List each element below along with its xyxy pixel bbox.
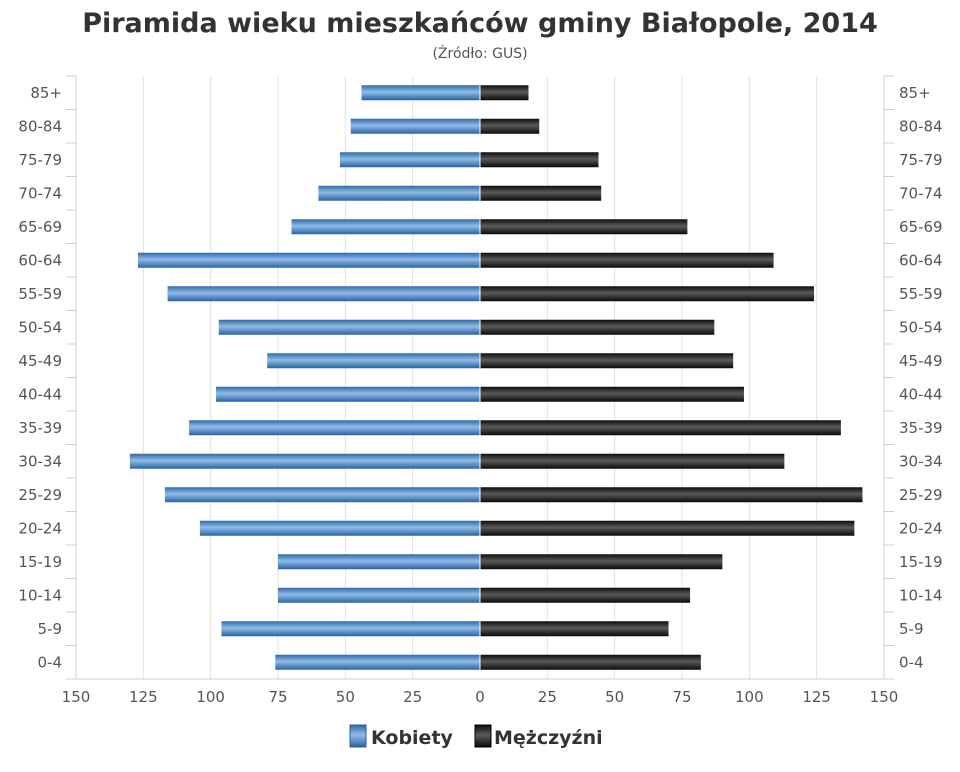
bar-men[interactable] [480,353,734,369]
category-label-left: 50-54 [18,318,62,336]
bar-men[interactable] [480,654,701,670]
x-tick-label: 150 [62,688,91,706]
category-label-left: 55-59 [18,285,62,303]
bar-women[interactable] [318,185,480,201]
category-label-right: 40-44 [899,385,943,403]
bar-women[interactable] [167,286,480,302]
x-tick-label: 25 [403,688,422,706]
x-tick-label: 150 [870,688,899,706]
x-tick-label: 125 [802,688,831,706]
bar-men[interactable] [480,621,669,637]
bar-men[interactable] [480,520,855,536]
category-label-left: 85+ [30,84,62,102]
chart-title: Piramida wieku mieszkańców gminy Białopo… [82,8,878,39]
category-label-left: 25-29 [18,486,62,504]
bar-men[interactable] [480,487,863,503]
category-label-left: 15-19 [18,553,62,571]
legend-swatch-men[interactable] [474,724,492,748]
legend[interactable]: Kobiety Mężczyźni [349,724,603,749]
bar-women[interactable] [291,219,480,235]
bar-women[interactable] [221,621,480,637]
category-label-right: 55-59 [899,285,943,303]
category-label-left: 10-14 [18,586,62,604]
bar-women[interactable] [350,118,480,134]
bar-women[interactable] [129,453,480,469]
chart-subtitle: (Źródło: GUS) [432,44,527,62]
x-tick-label: 0 [475,688,485,706]
category-label-left: 5-9 [38,620,63,638]
bar-women[interactable] [339,152,480,168]
bar-men[interactable] [480,554,723,570]
bar-men[interactable] [480,286,814,302]
bar-women[interactable] [164,487,480,503]
legend-label-women[interactable]: Kobiety [371,727,454,749]
category-label-left: 45-49 [18,352,62,370]
bar-women[interactable] [199,520,481,536]
category-label-left: 70-74 [18,184,62,202]
bar-women[interactable] [218,319,480,335]
category-label-right: 65-69 [899,218,943,236]
bar-men[interactable] [480,185,602,201]
bar-women[interactable] [278,587,480,603]
bar-women[interactable] [275,654,480,670]
bar-men[interactable] [480,420,841,436]
bars-group [129,76,863,679]
category-label-left: 0-4 [38,653,63,671]
bar-men[interactable] [480,252,774,268]
bar-women[interactable] [137,252,481,268]
bar-women[interactable] [267,353,480,369]
legend-swatch-women[interactable] [349,724,367,748]
category-label-left: 40-44 [18,385,62,403]
bar-men[interactable] [480,118,540,134]
category-label-left: 35-39 [18,419,62,437]
bar-men[interactable] [480,587,691,603]
bar-men[interactable] [480,319,715,335]
x-tick-label: 75 [268,688,287,706]
bar-men[interactable] [480,386,744,402]
legend-label-men[interactable]: Mężczyźni [494,727,603,749]
x-tick-label: 75 [672,688,691,706]
x-tick-label: 125 [129,688,158,706]
category-label-right: 70-74 [899,184,943,202]
x-tick-label: 25 [538,688,557,706]
bar-men[interactable] [480,453,785,469]
bar-women[interactable] [278,554,480,570]
bar-men[interactable] [480,85,529,101]
category-label-right: 20-24 [899,519,943,537]
category-label-right: 15-19 [899,553,943,571]
bar-men[interactable] [480,152,599,168]
category-label-left: 75-79 [18,151,62,169]
x-tick-label: 100 [196,688,225,706]
category-label-right: 85+ [899,84,931,102]
category-label-right: 10-14 [899,586,943,604]
bar-men[interactable] [480,219,688,235]
category-label-right: 75-79 [899,151,943,169]
bar-women[interactable] [216,386,480,402]
x-tick-label: 100 [735,688,764,706]
category-label-right: 60-64 [899,251,943,269]
bar-women[interactable] [189,420,480,436]
category-label-left: 60-64 [18,251,62,269]
category-label-right: 35-39 [899,419,943,437]
x-tick-label: 50 [336,688,355,706]
category-label-right: 50-54 [899,318,943,336]
category-label-right: 45-49 [899,352,943,370]
bar-women[interactable] [361,85,480,101]
category-label-left: 65-69 [18,218,62,236]
category-label-right: 0-4 [899,653,924,671]
category-label-right: 30-34 [899,452,943,470]
category-label-right: 5-9 [899,620,924,638]
category-label-left: 30-34 [18,452,62,470]
category-label-right: 25-29 [899,486,943,504]
category-label-left: 20-24 [18,519,62,537]
axes-group: 150 125 100 75 50 25 0 25 50 75 100 125 150 85+ 85+ 80-… [18,75,943,706]
category-label-right: 80-84 [899,117,943,135]
category-label-left: 80-84 [18,117,62,135]
x-tick-label: 50 [605,688,624,706]
